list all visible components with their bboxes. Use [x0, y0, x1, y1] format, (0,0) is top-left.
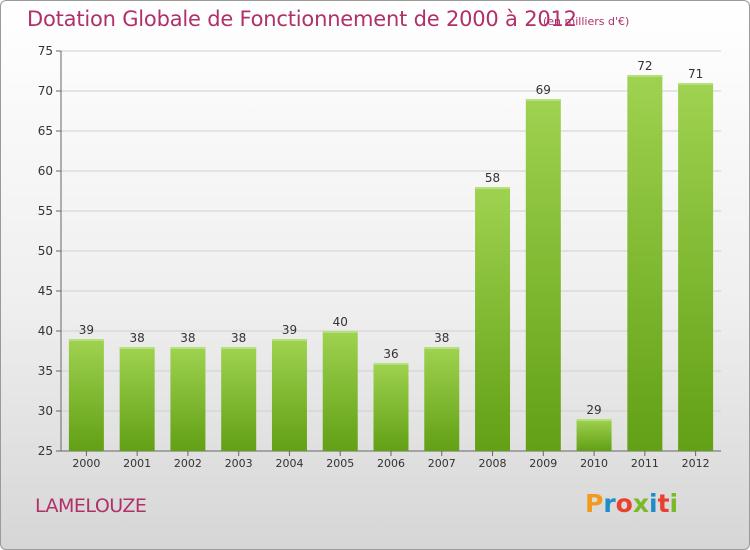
- data-label-2007: 38: [434, 331, 449, 345]
- x-tick-label-2009: 2009: [529, 457, 557, 470]
- bar-2000: [68, 339, 104, 451]
- bar-2005: [322, 331, 358, 451]
- y-tick-label: 45: [38, 284, 53, 298]
- bar-top-2012: [678, 83, 714, 85]
- data-label-2006: 36: [383, 347, 398, 361]
- bar-2002: [170, 347, 206, 451]
- data-label-2011: 72: [637, 59, 652, 73]
- chart-title: Dotation Globale de Fonctionnement de 20…: [27, 7, 577, 31]
- x-tick-label-2003: 2003: [225, 457, 253, 470]
- bar-top-2009: [525, 99, 561, 101]
- bars: [68, 75, 714, 451]
- logo-letter: i: [669, 489, 679, 518]
- y-tick-label: 50: [38, 244, 53, 258]
- y-tick-label: 35: [38, 364, 53, 378]
- bar-2003: [221, 347, 257, 451]
- bar-2012: [678, 83, 714, 451]
- data-label-2009: 69: [536, 83, 551, 97]
- x-tick-label-2007: 2007: [428, 457, 456, 470]
- x-tick-label-2008: 2008: [479, 457, 507, 470]
- bar-top-2002: [170, 347, 206, 349]
- y-tick-label: 65: [38, 124, 53, 138]
- y-tick-label: 75: [38, 44, 53, 58]
- data-label-2001: 38: [130, 331, 145, 345]
- bar-2008: [475, 187, 511, 451]
- data-label-2003: 38: [231, 331, 246, 345]
- x-tick-label-2001: 2001: [123, 457, 151, 470]
- bar-2011: [627, 75, 663, 451]
- y-tick-label: 55: [38, 204, 53, 218]
- logo-letter: o: [615, 489, 633, 518]
- bar-top-2004: [271, 339, 307, 341]
- x-tick-label-2012: 2012: [682, 457, 710, 470]
- logo-letter: r: [603, 489, 616, 518]
- data-label-2005: 40: [333, 315, 348, 329]
- data-label-2002: 38: [180, 331, 195, 345]
- data-label-2004: 39: [282, 323, 297, 337]
- bar-top-2003: [221, 347, 257, 349]
- logo-letter: x: [632, 489, 649, 518]
- data-label-2012: 71: [688, 67, 703, 81]
- x-tick-label-2011: 2011: [631, 457, 659, 470]
- bar-2004: [271, 339, 307, 451]
- data-label-2010: 29: [586, 403, 601, 417]
- x-tick-label-2002: 2002: [174, 457, 202, 470]
- x-tick-label-2005: 2005: [326, 457, 354, 470]
- proxiti-logo[interactable]: Proxiti: [585, 489, 678, 518]
- y-tick-label: 70: [38, 84, 53, 98]
- bar-top-2007: [424, 347, 460, 349]
- y-tick-label: 40: [38, 324, 53, 338]
- commune-name: LAMELOUZE: [35, 495, 147, 517]
- logo-letter: i: [649, 489, 658, 518]
- y-tick-label: 25: [38, 444, 53, 458]
- x-tick-label-2000: 2000: [72, 457, 100, 470]
- logo-letter: P: [585, 489, 604, 518]
- logo-letter: t: [657, 489, 670, 518]
- bar-top-2008: [475, 187, 511, 189]
- bar-2006: [373, 363, 409, 451]
- x-tick-label-2006: 2006: [377, 457, 405, 470]
- bar-top-2005: [322, 331, 358, 333]
- chart-unit: (en milliers d'€): [543, 15, 630, 28]
- bar-top-2001: [119, 347, 155, 349]
- bar-2007: [424, 347, 460, 451]
- labels: 39 2000 38 2001 38 2002 38 2003 39 2004 40 2005 36 20…: [72, 59, 709, 470]
- data-label-2008: 58: [485, 171, 500, 185]
- bar-2009: [525, 99, 561, 451]
- data-label-2000: 39: [79, 323, 94, 337]
- bar-top-2006: [373, 363, 409, 365]
- x-tick-label-2010: 2010: [580, 457, 608, 470]
- x-tick-label-2004: 2004: [275, 457, 303, 470]
- bar-2010: [576, 419, 612, 451]
- bar-top-2000: [68, 339, 104, 341]
- bar-top-2011: [627, 75, 663, 77]
- y-tick-label: 30: [38, 404, 53, 418]
- bar-top-2010: [576, 419, 612, 421]
- y-tick-label: 60: [38, 164, 53, 178]
- bar-2001: [119, 347, 155, 451]
